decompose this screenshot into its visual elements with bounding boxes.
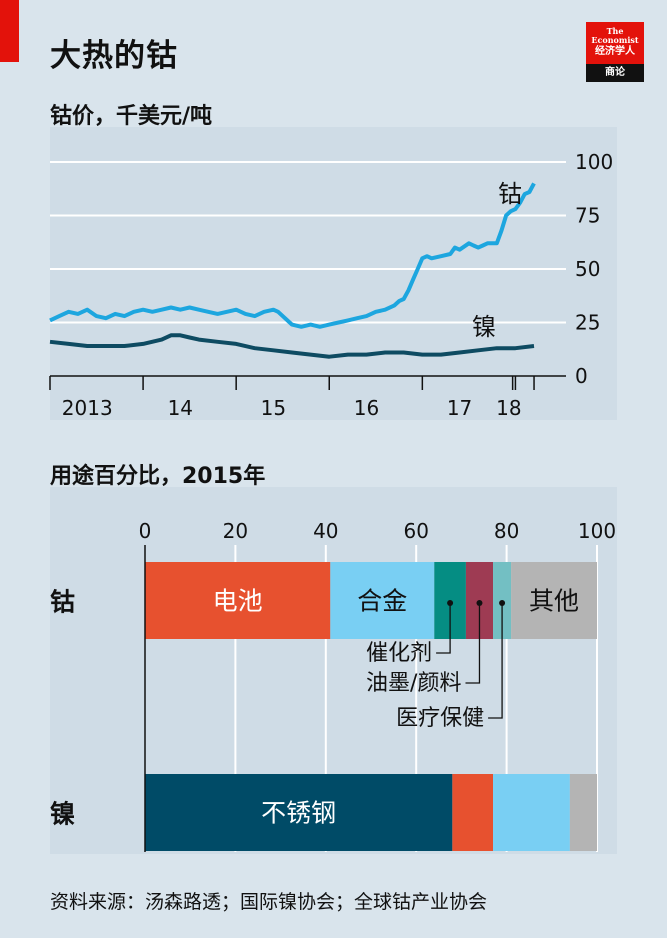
logo-line-1: The (606, 26, 624, 36)
x-tick-label: 2013 (62, 396, 113, 420)
bar-segment-label: 合金 (357, 587, 407, 616)
callout-leader (436, 603, 451, 654)
series-label-nickel: 镍 (472, 313, 496, 341)
callout-label: 油墨/颜料 (366, 671, 461, 696)
x-tick-label: 40 (313, 519, 338, 543)
bar-segment (330, 562, 435, 639)
economist-logo: The Economist 经济学人 商论 (586, 22, 644, 82)
price-plot-panel (50, 127, 617, 420)
x-tick-label: 60 (403, 519, 428, 543)
callout-label: 医疗保健 (396, 706, 484, 731)
bar-segment-label: 不锈钢 (261, 799, 336, 828)
nickel-price-line (49, 333, 535, 359)
callout-leader (488, 603, 503, 719)
logo-line-4: 商论 (586, 64, 644, 82)
chart-title: 大热的钴 (50, 38, 178, 74)
bar-segment (511, 562, 597, 639)
bar-segment (569, 774, 597, 851)
x-tick-label: 0 (139, 519, 152, 543)
cobalt-price-line (49, 182, 536, 329)
bar-segment-label: 电池 (213, 587, 263, 616)
y-tick-label: 25 (575, 311, 600, 335)
usage-chart-title: 用途百分比，2015年 (50, 464, 266, 489)
y-tick-label: 75 (575, 204, 600, 228)
bar-segment (452, 774, 494, 851)
bar-segment (145, 562, 331, 639)
bar-segment (145, 774, 453, 851)
callout-label: 催化剂 (366, 641, 432, 666)
x-tick-label: 20 (223, 519, 248, 543)
x-tick-label: 17 (447, 396, 472, 420)
category-label: 镍 (50, 800, 75, 829)
category-label: 钴 (50, 588, 75, 617)
price-chart-title: 钴价，千美元/吨 (50, 104, 213, 129)
y-tick-label: 100 (575, 150, 613, 174)
source-note: 资料来源：汤森路透；国际镍协会；全球钴产业协会 (50, 891, 488, 913)
callout-leader (465, 603, 481, 684)
x-tick-label: 16 (354, 396, 379, 420)
x-tick-label: 14 (168, 396, 193, 420)
x-tick-label: 18 (496, 396, 521, 420)
x-tick-label: 100 (578, 519, 616, 543)
x-tick-label: 80 (494, 519, 519, 543)
y-tick-label: 0 (575, 364, 588, 388)
logo-line-2: Economist (591, 35, 639, 45)
series-label-cobalt: 钴 (498, 180, 522, 208)
bar-segment-label: 其他 (529, 587, 579, 616)
brand-accent-bar (0, 0, 19, 62)
bar-segment (493, 774, 570, 851)
y-tick-label: 50 (575, 257, 600, 281)
logo-line-3: 经济学人 (595, 46, 635, 57)
x-tick-label: 15 (261, 396, 286, 420)
